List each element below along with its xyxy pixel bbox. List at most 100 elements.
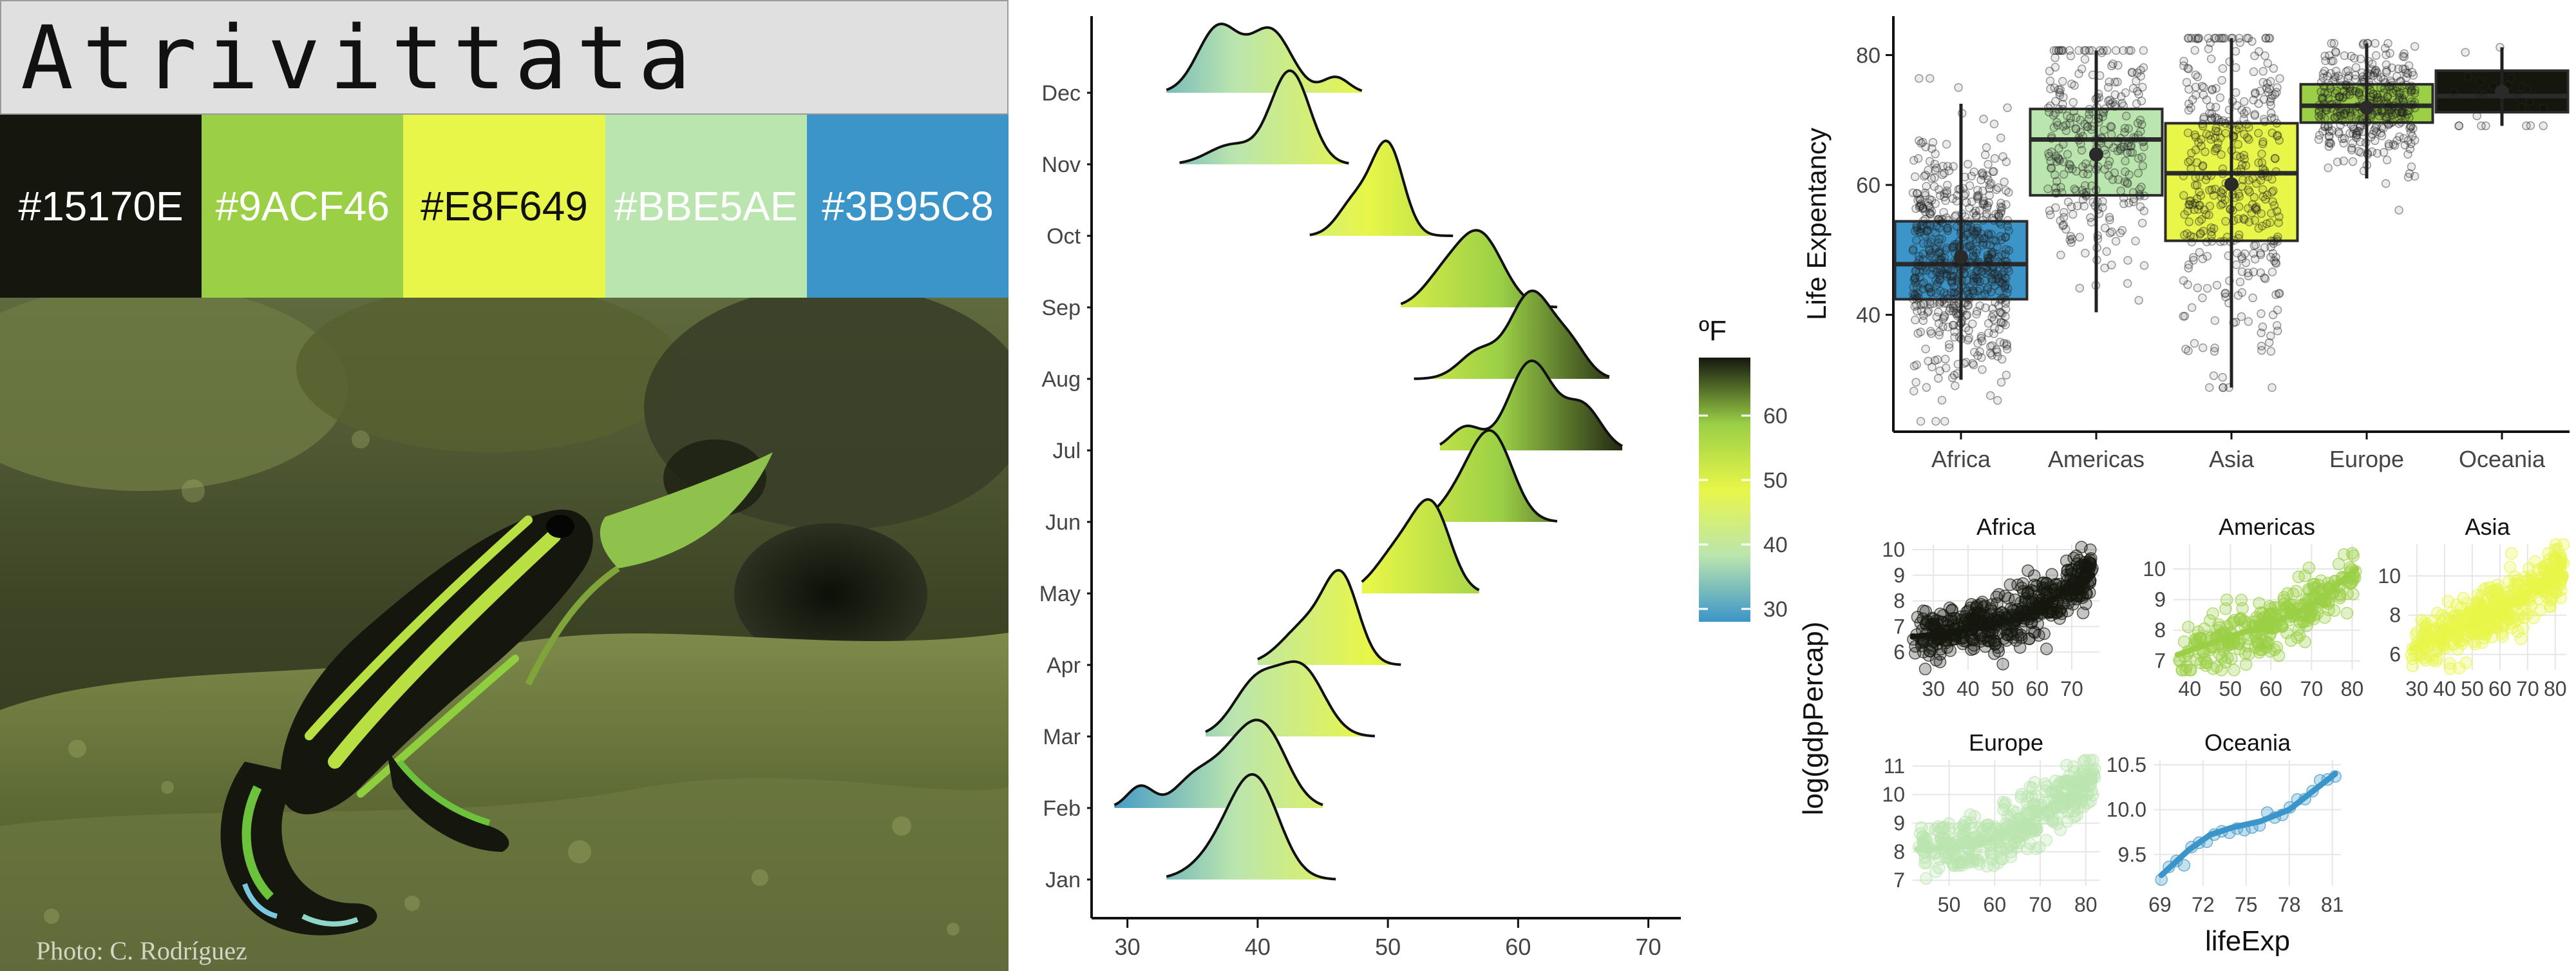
- data-point: [2273, 326, 2282, 336]
- swatch-hex-label: #15170E: [18, 183, 184, 229]
- data-point: [2333, 589, 2347, 602]
- data-point: [2085, 110, 2094, 119]
- data-point: [2206, 607, 2219, 620]
- data-point: [2055, 90, 2065, 100]
- data-point: [2403, 110, 2412, 119]
- data-point: [2398, 64, 2407, 73]
- data-point: [2069, 209, 2078, 219]
- data-point: [2439, 642, 2452, 655]
- data-point: [1975, 257, 1984, 267]
- data-point: [2401, 68, 2411, 77]
- data-point: [2210, 146, 2220, 156]
- data-point: [2081, 191, 2091, 201]
- data-point: [1996, 206, 2006, 216]
- data-point: [2273, 236, 2282, 246]
- data-point: [2202, 237, 2211, 247]
- data-point: [2318, 127, 2327, 136]
- data-point: [2235, 230, 2244, 240]
- data-point: [2385, 48, 2394, 58]
- data-point: [1927, 362, 1937, 372]
- data-point: [2190, 198, 2199, 208]
- data-point: [1946, 276, 1956, 286]
- data-point: [2211, 144, 2221, 153]
- data-point: [2347, 588, 2360, 601]
- data-point: [2418, 651, 2431, 665]
- data-point: [2061, 126, 2071, 135]
- data-point: [2485, 630, 2498, 644]
- data-point: [2258, 322, 2268, 332]
- data-point: [1918, 249, 1928, 258]
- data-point: [2207, 231, 2216, 240]
- data-point: [2047, 134, 2056, 143]
- data-point: [1926, 251, 1935, 260]
- x-tick-label: 50: [1375, 934, 1401, 960]
- data-point: [2468, 637, 2481, 651]
- data-point: [2325, 100, 2335, 110]
- data-point: [2331, 48, 2341, 57]
- data-point: [1925, 73, 1935, 83]
- data-point: [1950, 240, 1959, 249]
- data-point: [1941, 363, 1951, 372]
- data-point: [2539, 104, 2548, 113]
- y-tick-label: Mar: [1043, 725, 1081, 749]
- data-point: [2070, 81, 2079, 90]
- data-point: [1918, 216, 1928, 226]
- data-point: [2389, 140, 2398, 149]
- data-point: [2210, 347, 2219, 356]
- data-point: [2192, 180, 2202, 190]
- data-point: [1918, 204, 1927, 214]
- data-point: [1987, 351, 1996, 360]
- data-point: [2083, 169, 2092, 179]
- data-point: [2201, 175, 2211, 184]
- data-point: [2407, 85, 2416, 95]
- data-point: [2268, 310, 2278, 320]
- data-point: [2388, 110, 2398, 120]
- data-point: [2128, 187, 2138, 197]
- data-point: [2133, 119, 2143, 128]
- data-point: [2188, 200, 2197, 209]
- data-point: [2099, 126, 2108, 135]
- x-axis-label: lifeExp: [2205, 925, 2290, 957]
- ridge-fill-may: [1361, 499, 1479, 593]
- data-point: [1990, 323, 1999, 333]
- data-point: [1925, 282, 1934, 292]
- data-point: [2191, 173, 2201, 182]
- data-point: [2243, 268, 2253, 278]
- data-point: [2184, 34, 2193, 43]
- y-tick-label: Sep: [1042, 296, 1081, 320]
- data-point: [2251, 204, 2260, 214]
- data-point: [2210, 113, 2220, 122]
- data-point: [1918, 255, 1927, 264]
- data-point: [1969, 289, 1978, 298]
- data-point: [1911, 236, 1921, 245]
- data-point: [2244, 185, 2253, 195]
- data-point: [2324, 94, 2333, 103]
- data-point: [2315, 111, 2324, 121]
- data-point: [2384, 102, 2393, 111]
- data-point: [2383, 39, 2392, 48]
- x-tick-label: 70: [1636, 934, 1662, 960]
- data-point: [2327, 126, 2337, 135]
- data-point: [1922, 227, 1931, 236]
- data-point: [1980, 860, 1994, 873]
- data-point: [2327, 99, 2337, 109]
- data-point: [1922, 266, 1932, 275]
- data-point: [2179, 57, 2188, 66]
- data-point: [2272, 649, 2286, 662]
- data-point: [2331, 66, 2341, 76]
- data-point: [1920, 171, 1929, 181]
- data-point: [2271, 258, 2280, 267]
- data-point: [2220, 593, 2233, 606]
- data-point: [1997, 270, 2006, 279]
- data-point: [2213, 113, 2222, 123]
- data-point: [1947, 272, 1956, 282]
- data-point: [2107, 61, 2116, 71]
- data-point: [2184, 84, 2193, 94]
- data-point: [2371, 39, 2380, 48]
- data-point: [2477, 121, 2486, 131]
- data-point: [2371, 51, 2381, 60]
- data-point: [2055, 88, 2064, 97]
- data-point: [2067, 235, 2077, 244]
- data-point: [2322, 103, 2331, 112]
- data-point: [2033, 840, 2046, 854]
